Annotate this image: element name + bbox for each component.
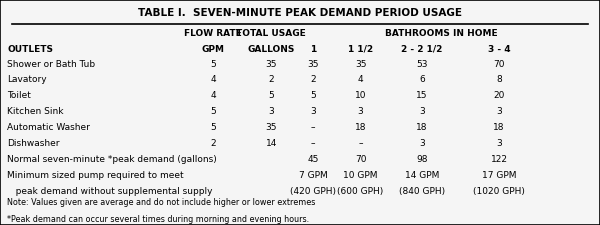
Text: 5: 5: [210, 123, 216, 132]
Text: 45: 45: [308, 155, 319, 164]
Text: 70: 70: [493, 60, 505, 69]
Text: GPM: GPM: [202, 45, 224, 54]
Text: 2: 2: [310, 76, 316, 85]
Text: 2: 2: [268, 76, 274, 85]
Text: 18: 18: [416, 123, 428, 132]
Text: FLOW RATE: FLOW RATE: [184, 29, 242, 38]
Text: 53: 53: [416, 60, 428, 69]
Text: 5: 5: [268, 91, 274, 100]
Text: Kitchen Sink: Kitchen Sink: [7, 107, 64, 116]
Text: Minimum sized pump required to meet: Minimum sized pump required to meet: [7, 171, 184, 180]
Text: 98: 98: [416, 155, 428, 164]
Text: 3 - 4: 3 - 4: [488, 45, 511, 54]
Text: Automatic Washer: Automatic Washer: [7, 123, 90, 132]
Text: (840 GPH): (840 GPH): [399, 187, 445, 196]
Text: peak demand without supplemental supply: peak demand without supplemental supply: [7, 187, 212, 196]
Text: TOTAL USAGE: TOTAL USAGE: [236, 29, 306, 38]
Text: 2: 2: [210, 139, 216, 148]
Text: 3: 3: [419, 139, 425, 148]
Text: BATHROOMS IN HOME: BATHROOMS IN HOME: [385, 29, 497, 38]
Text: (420 GPH): (420 GPH): [290, 187, 336, 196]
Text: –: –: [358, 139, 363, 148]
Text: 2 - 2 1/2: 2 - 2 1/2: [401, 45, 442, 54]
Text: Note: Values given are average and do not include higher or lower extremes: Note: Values given are average and do no…: [7, 198, 316, 207]
Text: OUTLETS: OUTLETS: [7, 45, 53, 54]
Text: 18: 18: [355, 123, 367, 132]
Text: Dishwasher: Dishwasher: [7, 139, 60, 148]
Text: 10 GPM: 10 GPM: [343, 171, 378, 180]
Text: Normal seven-minute *peak demand (gallons): Normal seven-minute *peak demand (gallon…: [7, 155, 217, 164]
Text: 14 GPM: 14 GPM: [404, 171, 439, 180]
Text: 5: 5: [310, 91, 316, 100]
Text: 5: 5: [210, 60, 216, 69]
Text: 35: 35: [265, 60, 277, 69]
Text: 6: 6: [419, 76, 425, 85]
Text: 3: 3: [496, 139, 502, 148]
Text: 3: 3: [268, 107, 274, 116]
Text: (600 GPH): (600 GPH): [337, 187, 384, 196]
Text: Toilet: Toilet: [7, 91, 31, 100]
Text: 3: 3: [310, 107, 316, 116]
Text: 15: 15: [416, 91, 428, 100]
Text: *Peak demand can occur several times during morning and evening hours.: *Peak demand can occur several times dur…: [7, 215, 310, 224]
Text: 4: 4: [358, 76, 364, 85]
Text: (1020 GPH): (1020 GPH): [473, 187, 525, 196]
Text: 5: 5: [210, 107, 216, 116]
Text: Lavatory: Lavatory: [7, 76, 47, 85]
Text: 1: 1: [310, 45, 316, 54]
Text: 1 1/2: 1 1/2: [348, 45, 373, 54]
Text: 3: 3: [496, 107, 502, 116]
Text: GALLONS: GALLONS: [248, 45, 295, 54]
Text: 17 GPM: 17 GPM: [482, 171, 517, 180]
Text: Shower or Bath Tub: Shower or Bath Tub: [7, 60, 95, 69]
Text: 4: 4: [210, 76, 216, 85]
Text: –: –: [311, 123, 316, 132]
Text: 10: 10: [355, 91, 367, 100]
Text: 8: 8: [496, 76, 502, 85]
Text: –: –: [311, 139, 316, 148]
Text: 14: 14: [266, 139, 277, 148]
Text: 3: 3: [419, 107, 425, 116]
Text: 3: 3: [358, 107, 364, 116]
Text: TABLE I.  SEVEN-MINUTE PEAK DEMAND PERIOD USAGE: TABLE I. SEVEN-MINUTE PEAK DEMAND PERIOD…: [138, 8, 462, 18]
Text: 18: 18: [493, 123, 505, 132]
Text: 70: 70: [355, 155, 367, 164]
Text: 20: 20: [494, 91, 505, 100]
Text: 4: 4: [210, 91, 216, 100]
Text: 35: 35: [307, 60, 319, 69]
Text: 35: 35: [265, 123, 277, 132]
Text: 7 GPM: 7 GPM: [299, 171, 328, 180]
Text: 122: 122: [491, 155, 508, 164]
Text: 35: 35: [355, 60, 367, 69]
